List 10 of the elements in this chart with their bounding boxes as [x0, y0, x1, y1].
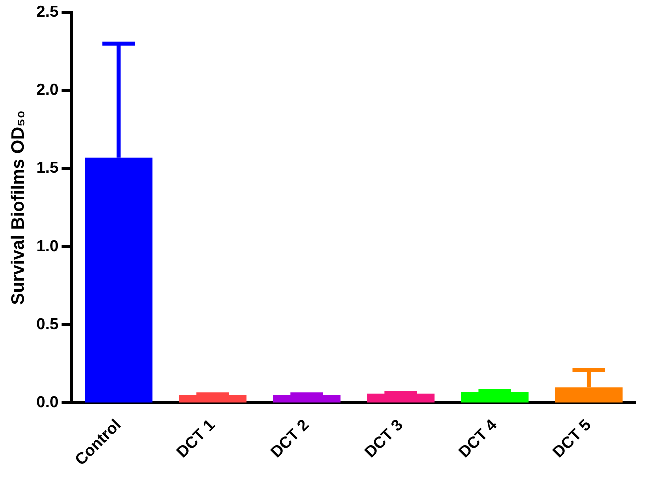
bar [273, 395, 341, 403]
y-tick-label: 0.0 [36, 394, 59, 412]
bar [367, 394, 435, 403]
y-tick-label: 2.0 [36, 82, 59, 100]
y-axis-title: Survival Biofilms OD₅₀ [8, 110, 28, 306]
y-tick-label: 1.0 [36, 238, 59, 256]
y-tick-label: 2.5 [36, 4, 59, 22]
y-tick-label: 1.5 [36, 160, 59, 178]
y-tick-label: 0.5 [36, 316, 59, 334]
bar [461, 392, 529, 403]
